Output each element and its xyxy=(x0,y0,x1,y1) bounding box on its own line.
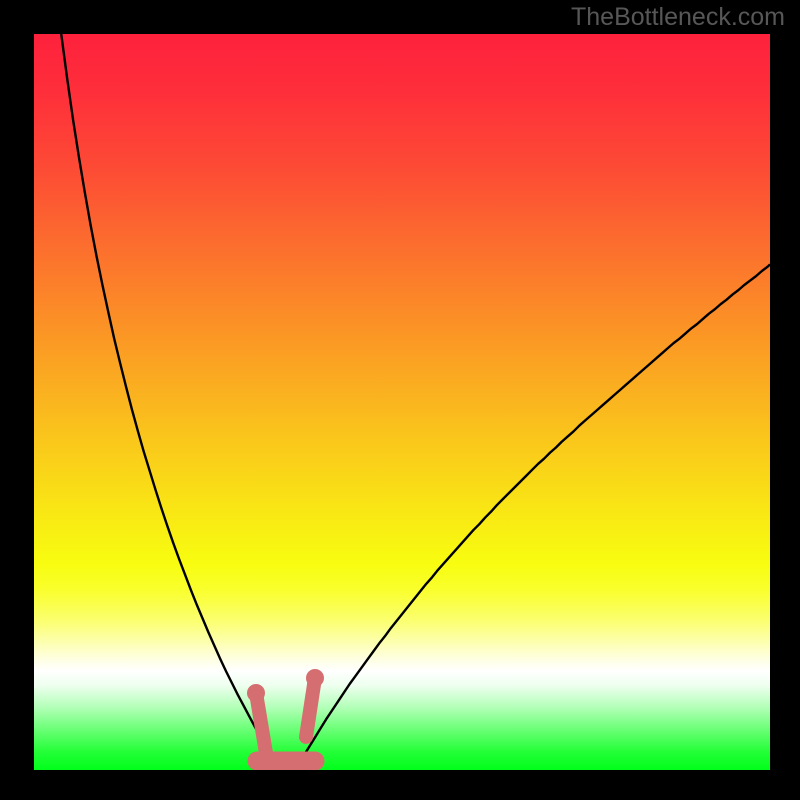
plot-background xyxy=(34,34,770,770)
plot-svg xyxy=(34,34,770,770)
plot-area xyxy=(34,34,770,770)
frame-bottom xyxy=(0,770,800,800)
frame-right xyxy=(770,0,800,800)
frame-left xyxy=(0,0,34,800)
watermark-text: TheBottleneck.com xyxy=(571,3,785,32)
